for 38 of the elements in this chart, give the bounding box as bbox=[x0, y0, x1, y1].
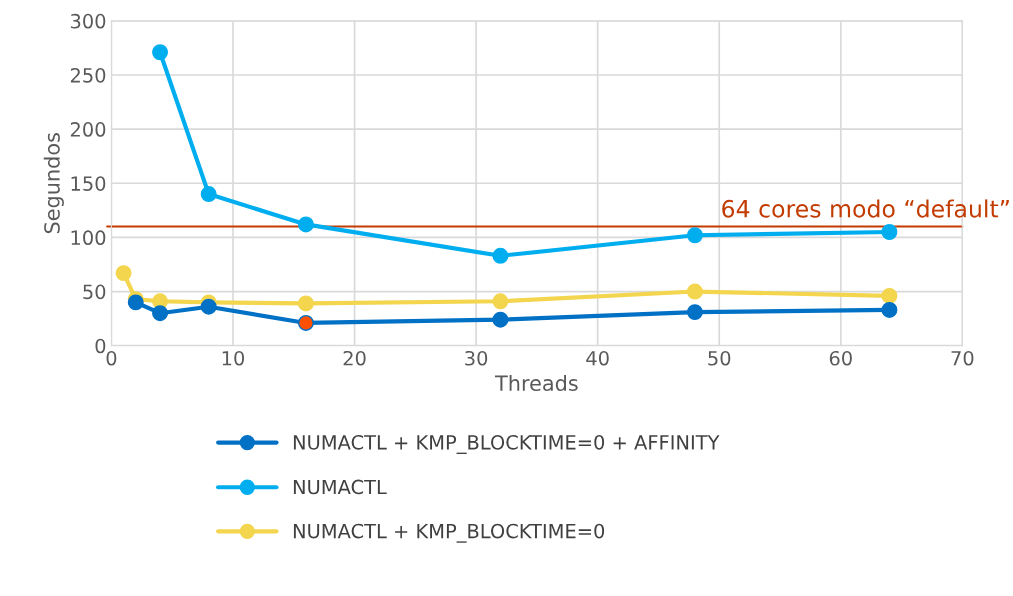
point bbox=[881, 224, 898, 240]
x-tick-label: 0 bbox=[106, 350, 117, 366]
point bbox=[492, 247, 509, 264]
x-tick-label: 10 bbox=[222, 350, 245, 366]
point bbox=[297, 314, 314, 331]
legend-label: NUMACTL + KMP_BLOCKTIME=0 + AFFINITY bbox=[293, 434, 720, 454]
point bbox=[686, 227, 703, 244]
point bbox=[115, 265, 132, 282]
x-tick-label: 50 bbox=[708, 350, 731, 366]
x-tick-label: 70 bbox=[951, 350, 974, 366]
point bbox=[297, 295, 314, 312]
point bbox=[297, 216, 314, 233]
x-tick-label: 30 bbox=[465, 350, 488, 366]
legend-label: NUMACTL + KMP_BLOCKTIME=0 bbox=[293, 523, 605, 543]
x-tick-label: 20 bbox=[343, 350, 366, 366]
point bbox=[492, 293, 509, 310]
x-tick-label: 40 bbox=[586, 350, 609, 366]
point bbox=[152, 305, 169, 322]
legend-label: NUMACTL bbox=[293, 479, 387, 495]
x-tick-label: 60 bbox=[829, 350, 852, 366]
y-tick-label: 100 bbox=[71, 230, 106, 246]
y-tick-label: 200 bbox=[70, 122, 106, 137]
point bbox=[200, 186, 217, 203]
point bbox=[152, 44, 169, 61]
point bbox=[686, 283, 703, 300]
point bbox=[686, 304, 703, 321]
y-axis-title: Segundos bbox=[43, 133, 64, 234]
point bbox=[492, 311, 509, 328]
y-tick-label: 0 bbox=[95, 338, 106, 354]
point bbox=[881, 287, 898, 304]
y-tick-label: 250 bbox=[70, 67, 106, 83]
ref-line-label: 64 cores modo “default” bbox=[722, 199, 1009, 218]
y-tick-label: 50 bbox=[83, 284, 106, 300]
point bbox=[200, 298, 217, 315]
y-tick-label: 150 bbox=[71, 176, 106, 191]
x-axis-title: Threads bbox=[494, 374, 578, 392]
y-tick-label: 300 bbox=[70, 13, 106, 29]
point bbox=[881, 301, 898, 318]
